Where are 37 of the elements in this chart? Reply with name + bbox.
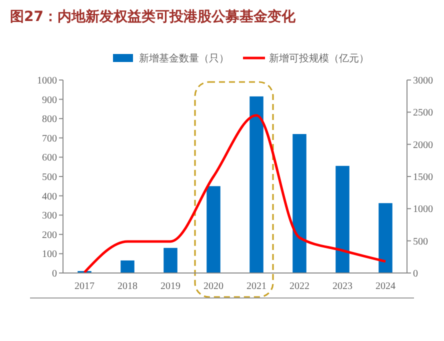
line-series [83,114,387,274]
y2-tick-label: 0 [413,268,418,280]
y2-tick-label: 500 [413,236,428,248]
bar [250,96,264,273]
x-tick-label: 2024 [376,281,396,292]
y-tick-label: 600 [42,152,57,164]
y-tick-label: 200 [42,230,57,241]
x-tick-label: 2020 [204,281,224,292]
x-tick-label: 2023 [332,281,352,292]
x-tick-label: 2018 [118,281,138,292]
bar [120,260,134,273]
y-tick-label: 1000 [37,76,57,86]
y2-tick-label: 3000 [413,76,433,86]
bar [336,166,350,273]
x-tick-label: 2017 [74,281,94,292]
legend-label: 新增可投规模（亿元） [269,52,369,64]
x-tick-label: 2021 [246,281,266,292]
y2-tick-label: 1500 [413,172,433,183]
bar [378,203,392,273]
chart-title: 图27：内地新发权益类可投港股公募基金变化 [10,8,296,25]
x-tick-label: 2019 [160,281,180,292]
x-tick-label: 2022 [290,281,310,292]
y-tick-label: 0 [52,268,57,280]
y2-tick-label: 2000 [413,140,433,151]
y-tick-label: 900 [42,94,57,106]
bar [292,134,306,273]
y-tick-label: 100 [42,249,57,260]
y-tick-label: 500 [42,172,57,183]
y-tick-label: 400 [42,191,57,202]
y-tick-label: 300 [42,210,57,222]
y-tick-label: 800 [42,114,57,126]
y-tick-label: 700 [42,133,57,144]
bar [164,248,178,273]
y2-tick-label: 2500 [413,108,433,119]
bar [206,186,220,273]
y2-tick-label: 1000 [413,204,433,216]
legend-label: 新增基金数量（只） [139,52,229,64]
